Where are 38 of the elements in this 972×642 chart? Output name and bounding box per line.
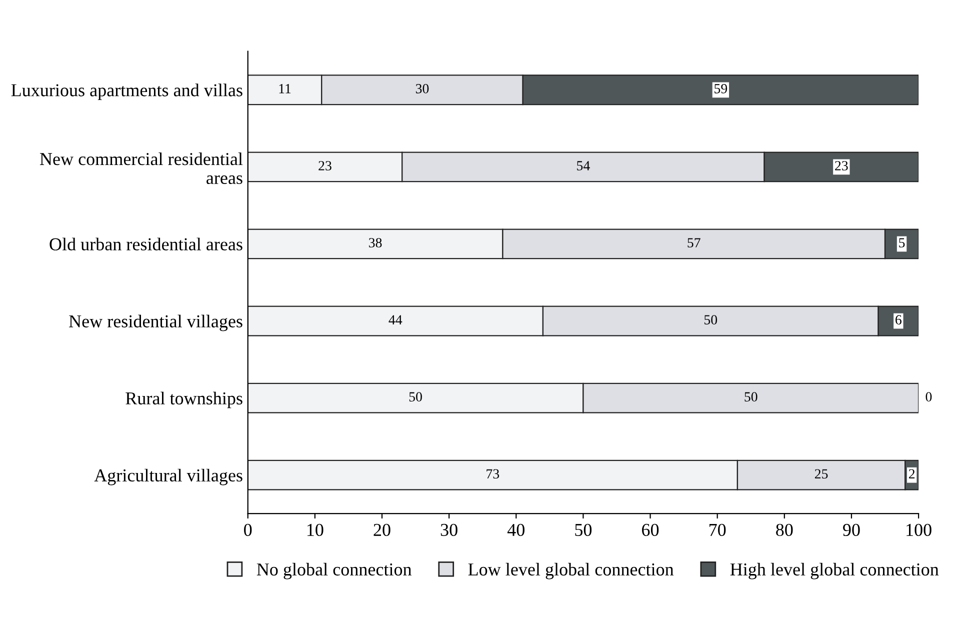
- y-tick-label: Rural townships: [126, 392, 242, 408]
- legend-label: No global connection: [256, 562, 412, 580]
- data-label: 73: [486, 469, 500, 479]
- data-label: 5: [899, 238, 905, 248]
- x-tick-label: 30: [440, 524, 458, 536]
- x-tick-label: 40: [507, 524, 524, 536]
- x-tick-label: 10: [307, 524, 324, 536]
- data-label: 0: [926, 392, 932, 402]
- legend-label: High level global connection: [730, 562, 939, 580]
- data-label: 54: [577, 161, 590, 170]
- data-label: 2: [908, 469, 915, 478]
- x-tick-label: 90: [843, 524, 860, 536]
- data-label: 57: [688, 238, 700, 248]
- data-label: 23: [318, 161, 332, 170]
- data-label: 6: [896, 315, 902, 324]
- y-tick-label: Agricultural villages: [94, 468, 242, 486]
- data-label: 50: [744, 392, 758, 402]
- data-label: 59: [714, 84, 728, 94]
- x-tick-label: 50: [575, 524, 592, 536]
- y-tick-label: New residential villages: [69, 314, 242, 332]
- y-tick-label: New commercial residential areas: [40, 152, 243, 184]
- x-tick-label: 70: [710, 524, 726, 536]
- y-tick-label: Luxurious apartments and villas: [11, 84, 242, 100]
- data-label: 44: [388, 315, 402, 324]
- x-tick-label: 80: [776, 524, 793, 536]
- data-label: 50: [409, 392, 422, 402]
- data-label: 50: [704, 315, 718, 324]
- data-label: 30: [416, 84, 429, 94]
- x-tick-label: 20: [374, 524, 390, 536]
- legend-label: Low level global connection: [468, 562, 674, 580]
- y-tick-label: Old urban residential areas: [50, 238, 242, 250]
- data-label: 38: [369, 238, 382, 248]
- x-tick-label: 60: [642, 524, 659, 536]
- data-label: 23: [835, 161, 848, 170]
- data-label: 25: [814, 469, 828, 479]
- data-label: 11: [279, 84, 291, 94]
- x-tick-label: 0: [244, 524, 252, 536]
- x-tick-label: 100: [906, 524, 932, 536]
